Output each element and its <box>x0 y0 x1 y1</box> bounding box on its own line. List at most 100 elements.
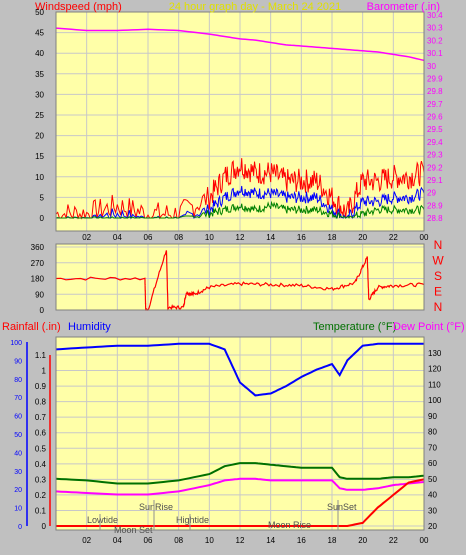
barometer-tick-label: 29.5 <box>427 125 443 134</box>
annotation-moon-rise: Moon Rise <box>268 520 311 530</box>
weather-hour-tick: 00 <box>420 536 429 545</box>
direction-tick-label: 90 <box>35 290 44 299</box>
barometer-tick-label: 29.2 <box>427 163 443 172</box>
barometer-tick-label: 30 <box>427 62 436 71</box>
barometer-tick-label: 30.3 <box>427 24 443 33</box>
wind-tick-label: 25 <box>35 111 44 120</box>
dewpoint-axis-title: Dew Point (°F) <box>393 321 465 333</box>
annotation-sunset: SunSet <box>327 502 357 512</box>
humidity-tick-label: 10 <box>14 506 22 513</box>
wind-hour-tick: 12 <box>236 233 245 242</box>
humidity-tick-label: 60 <box>14 414 22 421</box>
humidity-tick-label: 0 <box>18 524 22 531</box>
temperature-tick-label: 30 <box>428 506 437 515</box>
wind-hour-tick: 20 <box>358 233 367 242</box>
wind-tick-label: 30 <box>35 90 44 99</box>
temperature-tick-label: 70 <box>428 443 437 452</box>
direction-frame <box>55 243 425 311</box>
weather-hour-tick: 04 <box>113 536 122 545</box>
series-wind-direction <box>55 250 425 311</box>
annotation-hightide: Hightide <box>176 515 209 525</box>
temperature-tick-label: 40 <box>428 491 437 500</box>
wind-hour-tick: 14 <box>266 233 275 242</box>
humidity-tick-label: 90 <box>14 358 22 365</box>
wind-hour-tick: 16 <box>297 233 306 242</box>
barometer-tick-label: 29.7 <box>427 100 443 109</box>
wind-tick-label: 20 <box>35 132 44 141</box>
weather-hour-tick: 08 <box>174 536 183 545</box>
wind-hour-tick: 08 <box>174 233 183 242</box>
humidity-tick-label: 30 <box>14 469 22 476</box>
compass-label: N <box>434 300 443 314</box>
weather-hour-tick: 14 <box>266 536 275 545</box>
rainfall-tick-label: 1.1 <box>35 351 47 360</box>
barometer-tick-label: 29.8 <box>427 87 443 96</box>
weather-hour-tick: 06 <box>144 536 153 545</box>
wind-tick-label: 40 <box>35 49 44 58</box>
wind-hour-tick: 00 <box>420 233 429 242</box>
rainfall-tick-label: 0.2 <box>35 491 47 500</box>
temperature-tick-label: 110 <box>428 380 441 389</box>
annotation-moon-set: Moon Set <box>114 525 153 535</box>
series-dew-point <box>55 477 425 496</box>
humidity-axis-title: Humidity <box>68 321 111 333</box>
graph-title: 24 hour graph day - March 24 2021 <box>169 1 341 13</box>
compass-label: S <box>434 269 442 283</box>
barometer-tick-label: 29.4 <box>427 138 443 147</box>
rainfall-tick-label: 0.7 <box>35 413 47 422</box>
direction-tick-label: 270 <box>31 259 45 268</box>
series-barometer <box>55 27 425 62</box>
rainfall-tick-label: 1 <box>42 367 47 376</box>
temperature-tick-label: 130 <box>428 349 442 358</box>
weather-hour-tick: 18 <box>328 536 337 545</box>
temperature-axis-title: Temperature (°F) <box>313 321 396 333</box>
rainfall-tick-label: 0.3 <box>35 475 47 484</box>
series-wind-gust <box>55 158 425 220</box>
direction-tick-label: 360 <box>31 243 45 252</box>
wind-tick-label: 15 <box>35 152 44 161</box>
series-temperature <box>55 462 425 485</box>
temperature-tick-label: 90 <box>428 412 437 421</box>
humidity-tick-label: 100 <box>10 340 22 347</box>
temperature-tick-label: 120 <box>428 365 442 374</box>
rainfall-tick-label: 0.6 <box>35 429 47 438</box>
rainfall-tick-label: 0.9 <box>35 382 47 391</box>
barometer-axis-title: Barometer (.in) <box>367 1 440 13</box>
barometer-tick-label: 28.9 <box>427 201 443 210</box>
direction-tick-label: 0 <box>40 306 45 315</box>
wind-tick-label: 45 <box>35 29 44 38</box>
wind-tick-label: 35 <box>35 70 44 79</box>
barometer-tick-label: 29 <box>427 189 436 198</box>
humidity-tick-label: 70 <box>14 395 22 402</box>
temperature-tick-label: 80 <box>428 428 437 437</box>
wind-tick-label: 50 <box>35 8 44 17</box>
barometer-tick-label: 30.2 <box>427 36 443 45</box>
wind-tick-label: 0 <box>40 214 45 223</box>
weather-hour-tick: 02 <box>82 536 91 545</box>
weather-hour-tick: 12 <box>236 536 245 545</box>
barometer-tick-label: 30.1 <box>427 49 443 58</box>
rainfall-tick-label: 0.4 <box>35 460 47 469</box>
humidity-tick-label: 40 <box>14 450 22 457</box>
weather-hour-tick: 16 <box>297 536 306 545</box>
humidity-tick-label: 50 <box>14 432 22 439</box>
barometer-tick-label: 30.4 <box>427 11 443 20</box>
humidity-tick-label: 80 <box>14 377 22 384</box>
gridlines <box>26 11 424 530</box>
barometer-tick-label: 29.3 <box>427 151 443 160</box>
barometer-tick-label: 28.8 <box>427 214 443 223</box>
series-layer <box>55 27 425 527</box>
wind-tick-label: 10 <box>35 173 44 182</box>
wind-hour-tick: 04 <box>113 233 122 242</box>
temperature-tick-label: 100 <box>428 396 442 405</box>
rainfall-tick-label: 0.5 <box>35 444 47 453</box>
wind-hour-tick: 10 <box>205 233 214 242</box>
rainfall-tick-label: 0.8 <box>35 398 47 407</box>
wind-frame <box>55 11 425 232</box>
barometer-tick-label: 29.6 <box>427 113 443 122</box>
tick-labels: 5045403530252015105030.430.330.230.13029… <box>10 8 444 545</box>
temperature-tick-label: 60 <box>428 459 437 468</box>
barometer-tick-label: 29.1 <box>427 176 443 185</box>
wind-hour-tick: 22 <box>389 233 398 242</box>
